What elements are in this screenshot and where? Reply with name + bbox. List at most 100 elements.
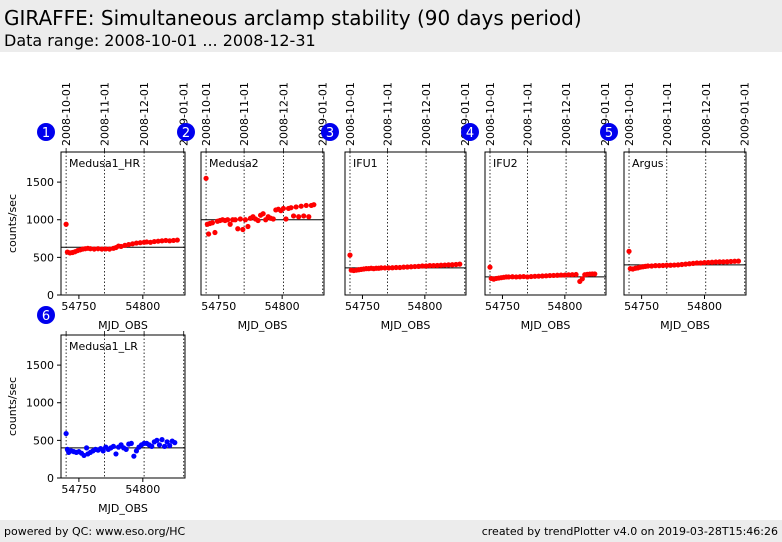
data-point (155, 238, 161, 244)
data-point (235, 226, 241, 232)
x-tick-label: 54800 (265, 300, 300, 313)
data-point (270, 216, 276, 222)
data-point (408, 264, 414, 270)
data-point (296, 214, 302, 220)
data-point (487, 264, 493, 270)
data-point (378, 265, 384, 271)
date-tick-label: 2008-11-01 (98, 82, 111, 146)
data-point (438, 262, 444, 268)
data-point (558, 272, 564, 278)
date-tick-label: 2008-10-01 (60, 82, 73, 146)
data-point (306, 214, 312, 220)
data-point (683, 261, 689, 267)
chart-panel-5: 2008-10-01 2008-11-01 2008-12-01 2009-01-01… (600, 82, 752, 332)
data-point (123, 446, 129, 452)
date-tick-label: 2008-10-01 (200, 82, 213, 146)
data-point (103, 246, 109, 252)
data-point (128, 440, 134, 446)
data-point (133, 240, 140, 246)
panel-number-badge (37, 306, 55, 324)
date-tick-label: 2008-10-01 (484, 82, 497, 146)
data-point (151, 238, 157, 245)
data-point (288, 205, 294, 211)
data-point (167, 238, 173, 244)
date-tick-label: 2008-10-01 (344, 82, 357, 146)
data-point (698, 260, 704, 266)
panel-number: 2 (182, 126, 190, 141)
data-point (427, 263, 433, 269)
plot-frame (200, 151, 325, 296)
panel-label: Medusa1_LR (69, 340, 138, 353)
x-tick-label: 54750 (624, 300, 659, 313)
data-point (713, 259, 719, 265)
data-point (293, 204, 299, 210)
data-point (457, 261, 463, 267)
data-point (203, 175, 209, 181)
x-tick-label: 54750 (61, 300, 96, 313)
data-point (675, 262, 681, 268)
panel-label: Medusa1_HR (69, 157, 140, 170)
x-tick-label: 54750 (61, 483, 96, 496)
y-axis-label: counts/sec (6, 194, 19, 253)
data-point (83, 445, 90, 451)
data-point (645, 263, 651, 269)
x-tick-label: 54750 (485, 300, 520, 313)
x-tick-label: 54800 (125, 300, 160, 313)
data-point (298, 203, 304, 209)
data-point (517, 274, 523, 280)
date-tick-label: 2008-11-01 (381, 82, 394, 146)
page-title: GIRAFFE: Simultaneous arclamp stability … (4, 6, 582, 30)
data-point (212, 229, 218, 236)
chart-panel-2: 2008-10-01 2008-11-01 2008-12-01 2009-01-01… (177, 82, 330, 332)
y-tick-label: 1000 (26, 214, 54, 227)
data-point (209, 220, 216, 226)
data-point (445, 262, 452, 268)
data-point (159, 437, 165, 443)
data-point (716, 259, 723, 265)
data-point (626, 248, 632, 254)
date-range-subtitle: Data range: 2008-10-01 ... 2008-12-31 (4, 31, 316, 50)
data-point (397, 264, 403, 271)
data-point (419, 263, 425, 269)
data-point (164, 439, 170, 445)
data-point (301, 213, 307, 219)
date-tick-label: 2008-12-01 (138, 82, 151, 146)
data-point (260, 211, 266, 217)
data-point (579, 276, 585, 282)
data-point (206, 231, 212, 237)
data-point (240, 226, 246, 233)
data-point (423, 263, 429, 269)
date-tick-label: 2008-12-01 (277, 82, 290, 146)
data-point (415, 263, 422, 269)
data-point (386, 265, 392, 271)
data-point (528, 273, 534, 280)
data-point (664, 262, 670, 268)
plot-frame (623, 151, 747, 296)
panel-number: 4 (466, 126, 474, 141)
data-point (95, 246, 101, 252)
data-point (290, 213, 297, 219)
data-point (161, 443, 168, 449)
data-point (133, 448, 140, 454)
chart-panel-1: 2008-10-01 2008-11-01 2008-12-01 2009-01-01… (6, 82, 191, 332)
data-point (543, 273, 549, 279)
data-point (732, 258, 738, 264)
data-point (113, 451, 119, 457)
data-point (63, 430, 69, 437)
x-tick-label: 54800 (407, 300, 442, 313)
data-point (442, 262, 448, 268)
panel-number-badge (177, 123, 195, 141)
x-axis-label: MJD_OBS (660, 319, 710, 332)
data-point (724, 259, 730, 265)
data-point (393, 264, 399, 271)
date-tick-label: 2008-12-01 (700, 82, 713, 146)
y-tick-label: 0 (47, 472, 54, 485)
data-point (521, 273, 527, 280)
data-point (720, 259, 726, 265)
data-point (99, 246, 105, 252)
data-point (562, 272, 568, 278)
y-tick-label: 500 (33, 251, 54, 264)
y-tick-label: 0 (47, 289, 54, 302)
footer-bar: powered by QC: www.eso.org/HC created by… (0, 520, 782, 542)
y-tick-label: 1000 (26, 397, 54, 410)
